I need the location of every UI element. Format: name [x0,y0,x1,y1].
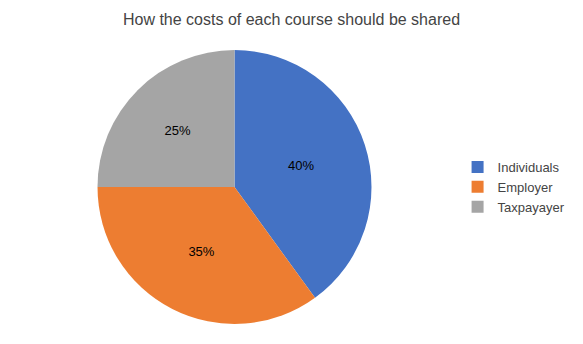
svg-text:Individuals: Individuals [498,160,560,175]
svg-text:Employer: Employer [498,180,554,195]
svg-text:25%: 25% [165,123,191,138]
svg-text:Taxpayayer: Taxpayayer [498,200,565,215]
svg-text:How the costs of each course s: How the costs of each course should be s… [123,11,460,28]
svg-text:40%: 40% [288,158,314,173]
svg-text:35%: 35% [188,244,214,259]
